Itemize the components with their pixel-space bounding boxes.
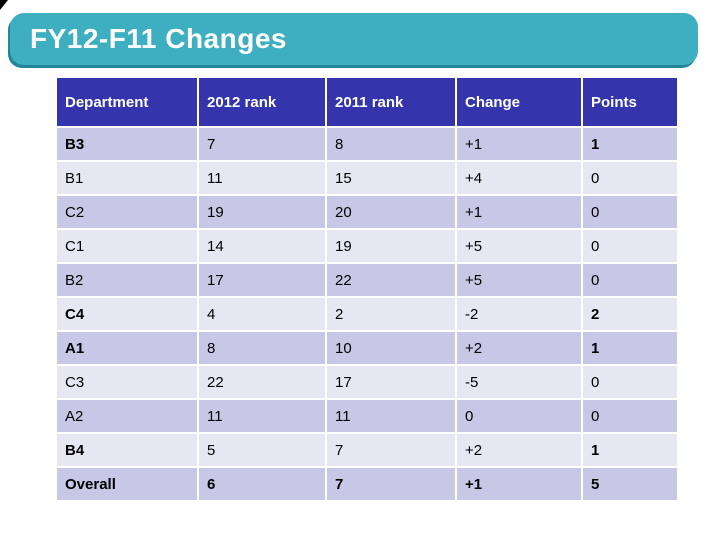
table-cell: 1 (583, 128, 677, 160)
table-cell: 7 (327, 434, 455, 466)
table-row: B3 7 8 +1 1 (57, 128, 677, 160)
table-cell: 17 (199, 264, 325, 296)
table-row: C3 22 17 -5 0 (57, 366, 677, 398)
table-cell: 5 (199, 434, 325, 466)
table-cell: 22 (199, 366, 325, 398)
table-cell: C1 (57, 230, 197, 262)
table-cell: 0 (583, 162, 677, 194)
table-cell: 2 (583, 298, 677, 330)
table-cell: A2 (57, 400, 197, 432)
table-cell: 10 (327, 332, 455, 364)
table-cell: 11 (327, 400, 455, 432)
table-cell: 0 (457, 400, 581, 432)
table-cell: -2 (457, 298, 581, 330)
slide-title: FY12-F11 Changes (30, 23, 287, 54)
table-cell: 11 (199, 162, 325, 194)
table-row: C4 4 2 -2 2 (57, 298, 677, 330)
column-header-points: Points (583, 78, 677, 126)
title-bar: FY12-F11 Changes (10, 13, 698, 65)
column-header-2012-rank: 2012 rank (199, 78, 325, 126)
table-cell: +4 (457, 162, 581, 194)
table-row: B4 5 7 +2 1 (57, 434, 677, 466)
column-header-2011-rank: 2011 rank (327, 78, 455, 126)
table-cell: 19 (199, 196, 325, 228)
table-cell: B3 (57, 128, 197, 160)
table-row: C1 14 19 +5 0 (57, 230, 677, 262)
table-cell: 8 (199, 332, 325, 364)
column-header-change: Change (457, 78, 581, 126)
table-cell: +1 (457, 468, 581, 500)
table-cell: 6 (199, 468, 325, 500)
table-row: A2 11 11 0 0 (57, 400, 677, 432)
table-header-row: Department 2012 rank 2011 rank Change Po… (57, 78, 677, 126)
table-cell: 0 (583, 366, 677, 398)
table-cell: B2 (57, 264, 197, 296)
table-cell: 7 (199, 128, 325, 160)
table-cell: +1 (457, 196, 581, 228)
table-row: A1 8 10 +2 1 (57, 332, 677, 364)
table-cell: 1 (583, 434, 677, 466)
table-cell: Overall (57, 468, 197, 500)
table-cell: -5 (457, 366, 581, 398)
changes-table: Department 2012 rank 2011 rank Change Po… (55, 76, 679, 502)
table-cell: B4 (57, 434, 197, 466)
table-cell: +5 (457, 230, 581, 262)
table-cell: +5 (457, 264, 581, 296)
table-cell: +2 (457, 434, 581, 466)
table-row: Overall 6 7 +1 5 (57, 468, 677, 500)
table-row: B2 17 22 +5 0 (57, 264, 677, 296)
table-cell: 11 (199, 400, 325, 432)
table-cell: 0 (583, 230, 677, 262)
table-cell: 20 (327, 196, 455, 228)
table-cell: 8 (327, 128, 455, 160)
table-cell: 15 (327, 162, 455, 194)
table-cell: C3 (57, 366, 197, 398)
table-row: B1 11 15 +4 0 (57, 162, 677, 194)
corner-mark (0, 0, 8, 10)
column-header-department: Department (57, 78, 197, 126)
table-cell: C2 (57, 196, 197, 228)
table-cell: 0 (583, 400, 677, 432)
table-cell: 5 (583, 468, 677, 500)
table-cell: 4 (199, 298, 325, 330)
table-cell: 22 (327, 264, 455, 296)
table-cell: 17 (327, 366, 455, 398)
table-cell: +1 (457, 128, 581, 160)
table-cell: 2 (327, 298, 455, 330)
table-cell: 7 (327, 468, 455, 500)
table-cell: 1 (583, 332, 677, 364)
table-cell: C4 (57, 298, 197, 330)
table-cell: A1 (57, 332, 197, 364)
table-cell: 0 (583, 264, 677, 296)
table-cell: 14 (199, 230, 325, 262)
table-row: C2 19 20 +1 0 (57, 196, 677, 228)
table-cell: B1 (57, 162, 197, 194)
table-cell: 19 (327, 230, 455, 262)
table-cell: 0 (583, 196, 677, 228)
table-cell: +2 (457, 332, 581, 364)
